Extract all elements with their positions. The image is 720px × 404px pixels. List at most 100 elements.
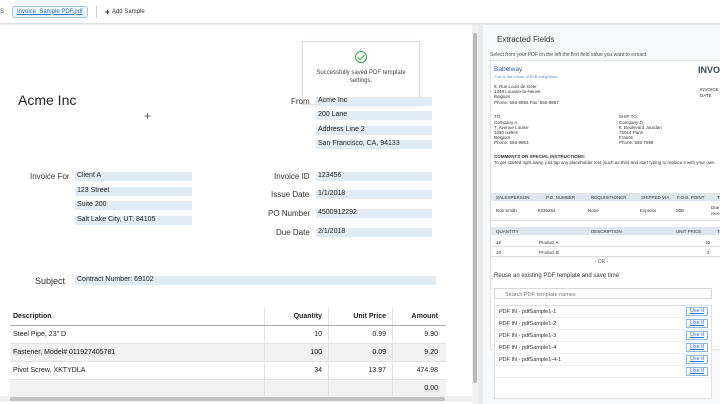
for-line-4[interactable]: Salt Lake City, UT, 84105 [77,216,156,223]
preview-t2-cell: Product B [539,250,559,255]
po-number-label: PO Number [268,209,311,218]
list-item: PDF IN - pdfSample1-1 Use it [495,306,711,318]
cell-description[interactable]: Fastener, Model# 011927405781 [13,349,116,356]
reuse-template-text: Reuse an existing PDF template and save … [494,273,620,279]
preview-ship-label: SHIP TO: [619,114,639,119]
invoice-id-value[interactable]: 123456 [318,172,342,179]
for-line-4-highlight [75,216,192,225]
for-line-1[interactable]: Client A [77,172,102,179]
top-toolbar: S Invoice_Sample PDF.pdf + Add Sample [0,0,720,24]
cell-amount[interactable]: 474.98 [416,367,438,374]
preview-address-2: 1348 Louvain-la-Neuve [494,89,541,94]
for-line-1-highlight [75,172,192,181]
scrollbar-thumb[interactable] [10,397,445,401]
toolbar-prefix: S [0,8,5,15]
use-it-button[interactable]: Use it [685,343,708,352]
for-line-3[interactable]: Suite 200 [77,201,107,208]
preview-t2-header: DESCRIPTION [591,229,622,234]
cell-unit-price[interactable]: 13.97 [368,367,386,374]
from-label: From [291,97,310,106]
preview-ship-line: 8, Boulevard Jourdan [619,125,662,130]
cell-amount[interactable]: 9.90 [424,331,438,338]
pdf-vertical-scrollbar[interactable] [472,25,478,404]
preview-to-line: 1050 Ixelles [494,130,519,135]
list-item: PDF IN - pdfSample1-4-1 Use it [495,354,711,366]
use-it-button[interactable]: Use it [685,307,708,316]
preview-t2-header: UNIT PRICE [676,229,702,234]
for-line-2-highlight [75,187,192,196]
pdf-horizontal-scrollbar[interactable] [0,396,472,402]
header-quantity[interactable]: Quantity [293,313,322,320]
preview-to-line: Company A [494,120,518,125]
preview-logo: Babelway [494,66,523,73]
preview-to-line: 7, Avenue Louise [494,125,529,130]
preview-t2-header: QUANTITY [496,229,519,234]
issue-date-highlight [316,190,432,199]
preview-ship-line: France [619,135,634,140]
file-tab[interactable]: Invoice_Sample PDF.pdf [12,5,88,18]
from-line-4[interactable]: San Francisco, CA, 94133 [318,140,400,147]
preview-phone: Phone: 555-9856 Fax: 555-9857 [494,100,559,105]
preview-address-1: 6, Rue Louis de Geer [494,84,537,89]
from-line-1[interactable]: Acme Inc [318,97,348,104]
add-sample-label: Add Sample [111,8,145,15]
preview-table2-header [491,227,720,235]
use-it-button[interactable]: Use it [685,331,708,340]
table-row: Pivot Screw, XKTYDLA 34 13.97 474.98 [10,362,446,380]
preview-t1-header: P.O. NUMBER [546,195,576,200]
due-date-value[interactable]: 2/1/2018 [318,228,346,235]
preview-invoice-title: INVOIC [698,65,720,75]
po-number-highlight [316,209,432,218]
list-item: PDF IN - pdfSample1-2 Use it [495,318,711,330]
preview-ship-line: 75014 Paris [619,130,644,135]
cell-amount[interactable]: 0.00 [424,385,438,392]
from-line-3-highlight [316,126,432,135]
cell-quantity[interactable]: 10 [314,331,322,338]
preview-address-3: Belgium [494,94,511,99]
scrollbar-thumb[interactable] [473,33,477,383]
header-amount[interactable]: Amount [411,313,438,320]
preview-ship-line: Phone: 555-7898 [619,140,654,145]
for-line-2[interactable]: 123 Street [77,187,110,194]
preview-t2-cell: 10 [496,250,502,255]
preview-divider [491,220,720,221]
preview-t2-cell: 2 [707,250,710,255]
use-it-button[interactable]: Use it [685,367,708,376]
or-separator: - OR - [594,259,609,265]
preview-t1-cell: 20B [676,208,685,213]
from-line-3[interactable]: Address Line 2 [318,126,365,133]
add-sample-button[interactable]: + Add Sample [105,7,145,17]
template-list: PDF IN - pdfSample1-1 Use it PDF IN - pd… [494,305,712,399]
preview-t1-cell: None [588,208,599,213]
header-unit-price[interactable]: Unit Price [353,313,386,320]
template-search-input[interactable] [494,288,712,299]
preview-ship-line: Company D [619,120,643,125]
crosshair-cursor-icon: + [144,109,152,123]
pdf-viewer[interactable]: Acme Inc + Successfully saved PDF templa… [0,25,472,404]
preview-t1-cell: recei [711,211,720,216]
cell-quantity[interactable]: 100 [310,349,322,356]
cell-amount[interactable]: 9.20 [424,349,438,356]
pdf-preview[interactable]: Babelway This is the house of B2B integr… [490,60,720,350]
use-it-button[interactable]: Use it [685,319,708,328]
subject-label: Subject [35,276,66,286]
preview-t1-cell: Express [640,208,657,213]
cell-unit-price[interactable]: 0.09 [372,349,386,356]
header-description[interactable]: Description [13,313,52,320]
extracted-fields-panel: Extracted Fields Select from your PDF on… [483,25,720,404]
cell-unit-price[interactable]: 0.99 [372,331,386,338]
issue-date-value[interactable]: 1/1/2018 [318,190,346,197]
cell-quantity[interactable]: 34 [314,367,322,374]
preview-t1-cell: Due [711,205,720,210]
preview-comments-text: To get started right away, just tap any … [494,160,716,165]
company-name[interactable]: Acme Inc [18,92,77,108]
use-it-button[interactable]: Use it [685,355,708,364]
po-number-value[interactable]: 4500912292 [318,209,357,216]
subject-value[interactable]: Contract Number: 69102 [77,276,154,283]
cell-description[interactable]: Pivot Screw, XKTYDLA [13,367,86,374]
cell-description[interactable]: Steel Pipe, 23" D [13,331,67,338]
preview-t1-header: TE [717,195,720,200]
from-line-2[interactable]: 200 Lane [318,111,348,118]
preview-t1-cell: 5236254 [538,208,556,213]
preview-t2-cell: 12 [496,240,502,245]
